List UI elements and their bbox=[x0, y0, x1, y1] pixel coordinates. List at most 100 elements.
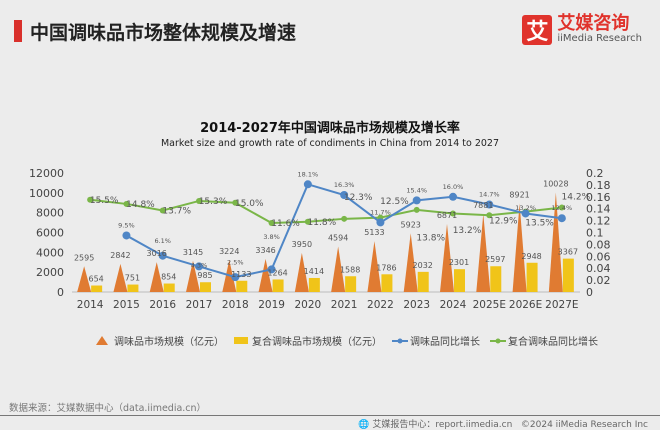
data-label: 3.8% bbox=[263, 233, 280, 241]
data-label: 12.9% bbox=[489, 217, 518, 227]
data-label: 2597 bbox=[485, 255, 505, 264]
y-tick-label: 6000 bbox=[36, 227, 64, 240]
report-link[interactable]: 艾媒报告中心：report.iimedia.cn bbox=[372, 420, 513, 430]
y2-tick-label: 0.06 bbox=[586, 250, 611, 263]
triangle-mark bbox=[258, 258, 273, 292]
data-label: 11.8% bbox=[308, 218, 337, 228]
y2-tick-label: 0.04 bbox=[586, 262, 611, 275]
compound-growth-point bbox=[486, 212, 493, 219]
y-tick-label: 0 bbox=[57, 286, 64, 299]
data-label: 1588 bbox=[340, 265, 360, 274]
seasoning-growth-point bbox=[521, 209, 530, 218]
bar-mark bbox=[200, 282, 211, 292]
bar-mark bbox=[490, 266, 502, 292]
data-source: 数据来源：艾媒数据中心（data.iimedia.cn） bbox=[9, 403, 207, 414]
data-label: 3367 bbox=[558, 248, 578, 257]
data-label: 2842 bbox=[110, 251, 130, 260]
legend-triangle-icon bbox=[96, 336, 108, 345]
data-label: 3950 bbox=[292, 240, 312, 249]
data-label: 9.5% bbox=[118, 221, 135, 229]
y2-tick-label: 0.1 bbox=[586, 227, 604, 240]
data-label: 15.0% bbox=[235, 199, 264, 209]
data-label: 13.2% bbox=[515, 204, 536, 212]
bar-mark bbox=[345, 276, 357, 292]
copyright: ©2024 iiMedia Research Inc bbox=[520, 420, 648, 430]
y-tick-label: 10000 bbox=[29, 187, 64, 200]
data-label: 10028 bbox=[543, 180, 568, 189]
page-title: 中国调味品市场整体规模及增速 bbox=[30, 22, 297, 44]
compound-growth-point bbox=[450, 210, 456, 217]
compound-growth-point bbox=[87, 196, 94, 203]
data-label: 2301 bbox=[449, 258, 469, 267]
compound-growth-point bbox=[304, 218, 311, 225]
y2-tick-label: 0.2 bbox=[586, 167, 604, 180]
x-tick-label: 2019 bbox=[258, 299, 285, 311]
compound-growth-point bbox=[413, 206, 420, 213]
x-tick-label: 2022 bbox=[367, 299, 394, 311]
y-tick-label: 4000 bbox=[36, 246, 64, 259]
data-label: 13.5% bbox=[525, 219, 554, 229]
seasoning-growth-point bbox=[195, 262, 203, 271]
bar-mark bbox=[562, 258, 574, 292]
data-label: 8921 bbox=[509, 191, 529, 200]
data-label: 2032 bbox=[413, 261, 433, 270]
x-tick-label: 2018 bbox=[222, 299, 249, 311]
x-tick-label: 2016 bbox=[149, 299, 176, 311]
data-label: 16.0% bbox=[443, 183, 464, 191]
chart-title: 2014-2027年中国调味品市场规模及增长率 bbox=[200, 121, 460, 136]
data-label: 5133 bbox=[364, 228, 384, 237]
seasoning-growth-point bbox=[340, 191, 349, 200]
x-tick-label: 2023 bbox=[403, 299, 430, 311]
triangle-mark bbox=[331, 246, 346, 292]
seasoning-growth-point bbox=[267, 265, 276, 274]
data-label: 12.5% bbox=[380, 197, 409, 207]
bar-mark bbox=[272, 279, 284, 292]
data-label: 13.2% bbox=[453, 226, 482, 236]
x-tick-label: 2027E bbox=[545, 299, 578, 311]
y-tick-label: 2000 bbox=[36, 266, 64, 279]
data-label: 14.7% bbox=[479, 191, 500, 199]
triangle-mark bbox=[403, 233, 418, 292]
y2-tick-label: 0.08 bbox=[586, 238, 611, 251]
data-label: 3016 bbox=[147, 249, 167, 258]
chart-subtitle: Market size and growth rate of condiment… bbox=[160, 138, 499, 149]
data-label: 12.4% bbox=[552, 204, 573, 212]
legend-label: 复合调味品同比增长 bbox=[508, 335, 598, 348]
compound-growth-point bbox=[268, 219, 275, 226]
data-label: 15.3% bbox=[199, 197, 228, 207]
y2-tick-label: 0.12 bbox=[586, 215, 611, 228]
footer-info: 🌐 艾媒报告中心：report.iimedia.cn ©2024 iiMedia… bbox=[358, 417, 648, 430]
compound-growth-point bbox=[341, 215, 348, 222]
x-tick-label: 2024 bbox=[440, 299, 467, 311]
y2-tick-label: 0.18 bbox=[586, 179, 611, 192]
data-label: 12.3% bbox=[344, 193, 373, 203]
data-label: 14.8% bbox=[126, 200, 155, 210]
data-label: 2.5% bbox=[227, 259, 244, 267]
x-tick-label: 2026E bbox=[509, 299, 542, 311]
data-label: 7881 bbox=[473, 201, 493, 210]
triangle-mark bbox=[440, 223, 454, 292]
compound-growth-line bbox=[90, 198, 562, 224]
footer-divider bbox=[0, 415, 660, 416]
y-tick-label: 8000 bbox=[36, 207, 64, 220]
compound-growth-point bbox=[196, 197, 202, 204]
data-label: 854 bbox=[161, 273, 176, 282]
seasoning-growth-point bbox=[231, 273, 240, 282]
data-label: 1133 bbox=[231, 270, 251, 279]
data-label: 3145 bbox=[183, 248, 203, 257]
logo-mark: 艾 bbox=[522, 14, 553, 45]
bar-mark bbox=[417, 271, 429, 292]
data-label: 6.1% bbox=[154, 237, 171, 245]
data-label: 4.3% bbox=[191, 261, 208, 269]
legend-label: 复合调味品市场规模（亿元） bbox=[252, 335, 382, 348]
triangle-mark bbox=[512, 203, 527, 292]
data-label: 985 bbox=[197, 271, 212, 280]
data-label: 1786 bbox=[376, 263, 396, 272]
x-tick-label: 2015 bbox=[113, 299, 140, 311]
triangle-mark bbox=[367, 241, 382, 292]
seasoning-growth-point bbox=[412, 196, 421, 205]
seasoning-growth-point bbox=[158, 251, 167, 260]
x-tick-label: 2021 bbox=[331, 299, 358, 311]
data-label: 13.8% bbox=[416, 233, 445, 243]
